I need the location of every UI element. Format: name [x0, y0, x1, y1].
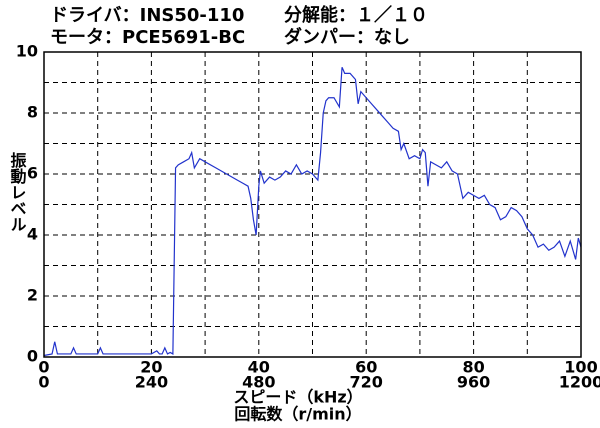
- x-tick-label: 40: [248, 358, 270, 377]
- y-tick-label: 0: [27, 347, 38, 366]
- x2-tick-label: 480: [242, 373, 275, 392]
- y-tick-label: 8: [27, 103, 38, 122]
- plot-border: [43, 51, 582, 358]
- x-tick-label: 0: [38, 358, 49, 377]
- x-tick-label: 20: [140, 358, 162, 377]
- x2-axis-label: 回転数（r/min）: [234, 405, 361, 424]
- annotation: モータ：PCE5691-BC: [50, 27, 245, 48]
- x-axis-label: スピード（kHz）: [233, 388, 362, 407]
- y-tick-label: 4: [27, 225, 38, 244]
- x2-tick-label: 1200: [559, 373, 600, 392]
- annotation: ドライバ：INS50-110: [50, 5, 244, 26]
- x-tick-label: 100: [564, 358, 597, 377]
- y-tick-label: 6: [27, 164, 38, 183]
- y-tick-label: 10: [16, 42, 38, 61]
- annotation: 分解能：１／１０: [284, 4, 428, 26]
- x-tick-label: 60: [355, 358, 377, 377]
- x2-tick-label: 0: [38, 373, 49, 392]
- annotation: ダンパー：なし: [284, 26, 410, 48]
- x-tick-label: 80: [462, 358, 484, 377]
- x2-tick-label: 240: [135, 373, 168, 392]
- y-tick-label: 2: [27, 286, 38, 305]
- y-axis-label: 振動レベル: [8, 151, 27, 232]
- x2-tick-label: 960: [457, 373, 490, 392]
- x2-tick-label: 720: [349, 373, 382, 392]
- data-line: [43, 67, 582, 357]
